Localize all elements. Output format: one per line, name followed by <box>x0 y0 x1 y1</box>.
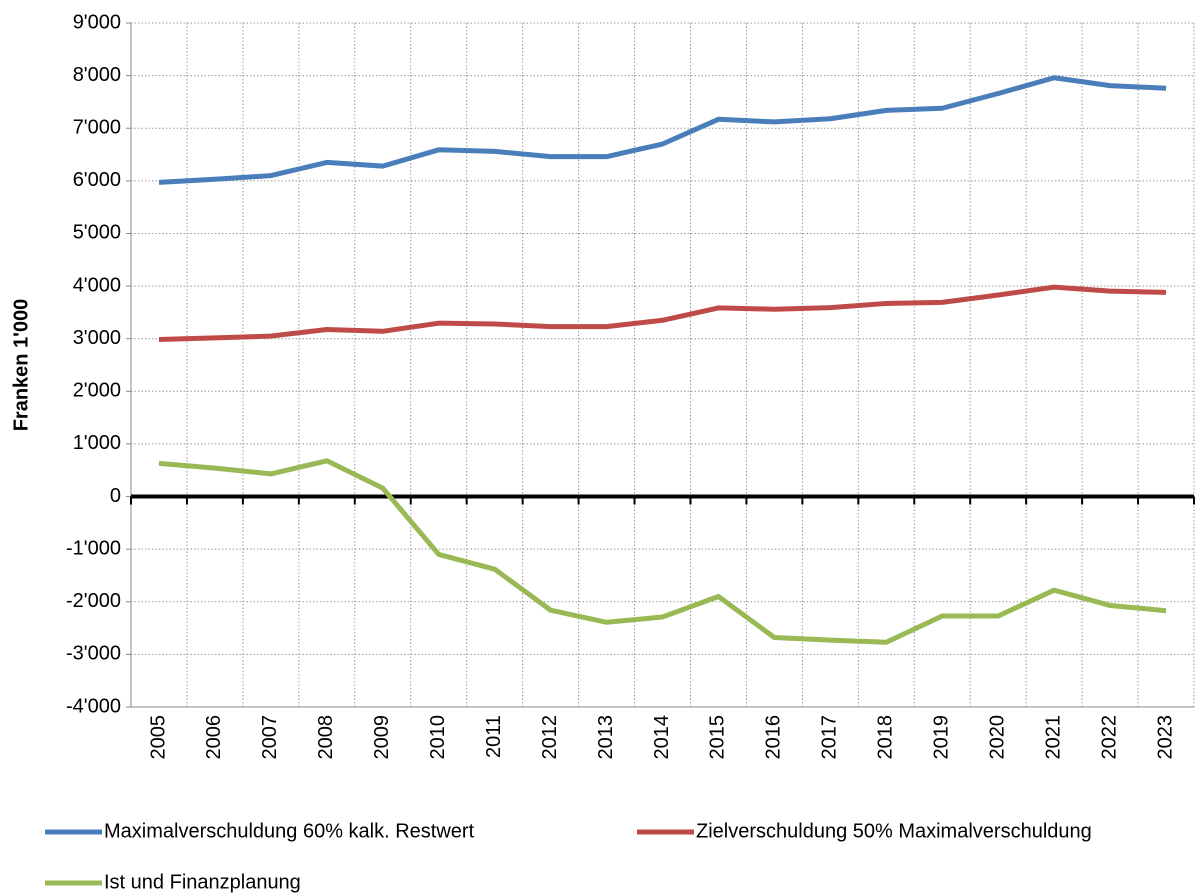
legend-label: Maximalverschuldung 60% kalk. Restwert <box>104 820 475 842</box>
x-tick-label: 2023 <box>1154 715 1176 760</box>
series-line <box>158 458 1167 645</box>
x-tick-label: 2009 <box>371 715 393 760</box>
series-line <box>158 284 1167 342</box>
y-tick-label: 9'000 <box>73 11 121 33</box>
y-tick-label: 4'000 <box>73 274 121 296</box>
x-tick-label: 2018 <box>875 715 897 760</box>
x-tick-label: 2012 <box>539 715 561 760</box>
y-tick-label: 7'000 <box>73 117 121 139</box>
y-tick-label: 1'000 <box>73 432 121 454</box>
y-tick-label: 3'000 <box>73 327 121 349</box>
legend-label: Ist und Finanzplanung <box>104 871 301 893</box>
y-tick-label: 5'000 <box>73 222 121 244</box>
x-tick-label: 2007 <box>259 715 281 760</box>
x-tick-label: 2021 <box>1042 715 1064 760</box>
y-tick-label: -4'000 <box>66 695 121 717</box>
x-tick-label: 2005 <box>147 715 169 760</box>
y-tick-label: 2'000 <box>73 380 121 402</box>
x-tick-label: 2006 <box>203 715 225 760</box>
x-tick-label: 2017 <box>819 715 841 760</box>
y-tick-label: -3'000 <box>66 643 121 665</box>
legend-label: Zielverschuldung 50% Maximalverschuldung <box>696 820 1092 842</box>
x-tick-label: 2020 <box>986 715 1008 760</box>
x-tick-label: 2022 <box>1098 715 1120 760</box>
y-tick-label: 0 <box>110 485 121 507</box>
x-tick-label: 2011 <box>483 715 505 758</box>
y-axis-label: Franken 1'000 <box>10 299 32 432</box>
y-tick-label: -1'000 <box>66 537 121 559</box>
series-line <box>158 75 1167 185</box>
x-tick-label: 2010 <box>427 715 449 760</box>
x-tick-label: 2015 <box>707 715 729 760</box>
x-tick-label: 2013 <box>595 715 617 760</box>
y-tick-label: 6'000 <box>73 169 121 191</box>
y-tick-label: -2'000 <box>66 590 121 612</box>
x-tick-label: 2019 <box>931 715 953 760</box>
x-tick-label: 2016 <box>763 715 785 760</box>
x-tick-label: 2014 <box>651 715 673 760</box>
y-tick-label: 8'000 <box>73 64 121 86</box>
x-tick-label: 2008 <box>315 715 337 760</box>
